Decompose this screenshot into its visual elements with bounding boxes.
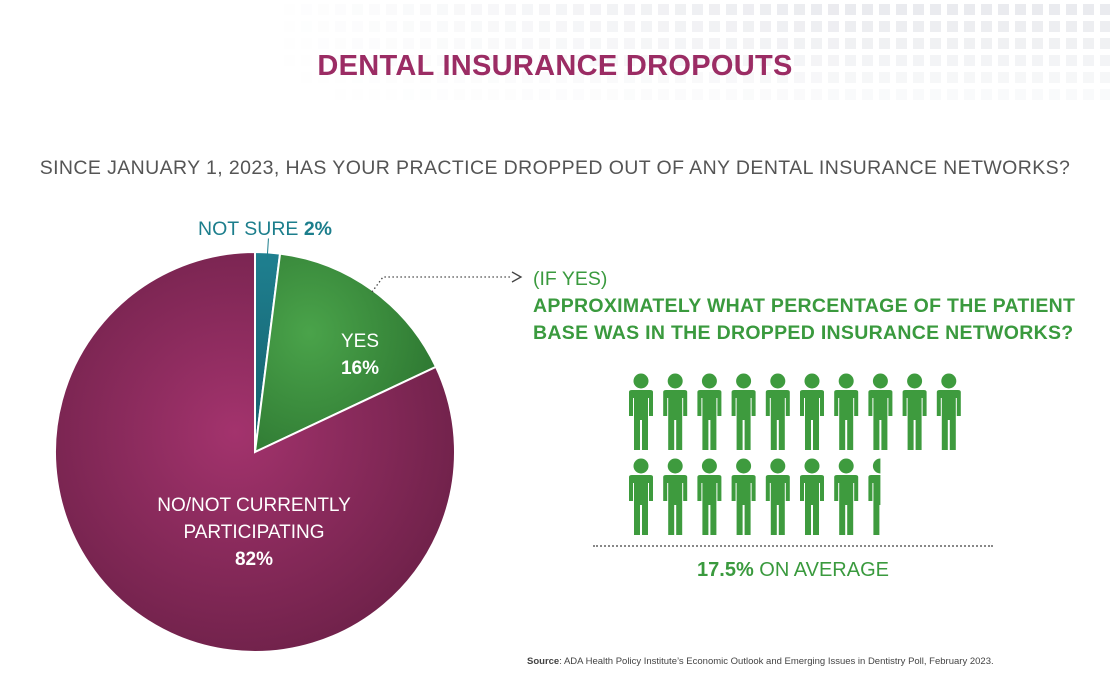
- source-label: Source: [527, 656, 560, 667]
- source-note: Source: ADA Health Policy Institute’s Ec…: [527, 656, 994, 667]
- person-icon: [731, 458, 756, 535]
- average-value: 17.5%: [697, 559, 754, 581]
- not-sure-leader-line: [266, 238, 269, 261]
- person-icon: [800, 458, 824, 535]
- pie-slice-no: [54, 250, 456, 653]
- person-icon: [663, 373, 688, 450]
- person-icon: [902, 373, 927, 450]
- person-icon: [868, 458, 881, 535]
- chart-title: DENTAL INSURANCE DROPOUTS: [317, 50, 793, 82]
- average-suffix: ON AVERAGE: [759, 559, 889, 581]
- person-icon: [731, 373, 756, 450]
- person-icon: [629, 373, 653, 450]
- average-label: 17.5% ON AVERAGE: [593, 559, 993, 582]
- person-icon: [936, 373, 961, 450]
- person-icon: [697, 458, 722, 535]
- person-icon: [868, 373, 893, 450]
- person-icon: [765, 458, 790, 535]
- pie-chart: [54, 238, 456, 653]
- follow-up-question: (IF YES) APPROXIMATELY WHAT PERCENTAGE O…: [533, 266, 1075, 347]
- person-icon: [834, 458, 859, 535]
- yes-label: YES 16%: [300, 328, 420, 382]
- person-icon: [663, 458, 688, 535]
- not-sure-label: NOT SURE 2%: [198, 218, 332, 241]
- no-category-line1: NO/NOT CURRENTLY: [157, 495, 351, 516]
- person-icon: [800, 373, 824, 450]
- if-yes-prefix: (IF YES): [533, 268, 608, 290]
- person-icon: [697, 373, 722, 450]
- not-sure-value: 2%: [303, 218, 333, 240]
- follow-up-line2: BASE WAS IN THE DROPPED INSURANCE NETWOR…: [533, 322, 1074, 344]
- background-dot-pattern: [284, 4, 1110, 100]
- person-icon: [629, 458, 653, 535]
- person-icon: [765, 373, 790, 450]
- yes-value: 16%: [340, 358, 380, 379]
- dotted-divider: [593, 545, 993, 547]
- source-text: : ADA Health Policy Institute’s Economic…: [559, 656, 994, 667]
- survey-question: SINCE JANUARY 1, 2023, HAS YOUR PRACTICE…: [39, 157, 1071, 179]
- no-label: NO/NOT CURRENTLY PARTICIPATING 82%: [104, 492, 404, 573]
- person-icon: [834, 373, 859, 450]
- person-pictograph: [629, 373, 961, 535]
- no-category-line2: PARTICIPATING: [183, 522, 325, 543]
- not-sure-category: NOT SURE: [198, 218, 299, 240]
- follow-up-line1: APPROXIMATELY WHAT PERCENTAGE OF THE PAT…: [533, 295, 1076, 317]
- yes-category: YES: [340, 331, 380, 352]
- no-value: 82%: [234, 549, 274, 570]
